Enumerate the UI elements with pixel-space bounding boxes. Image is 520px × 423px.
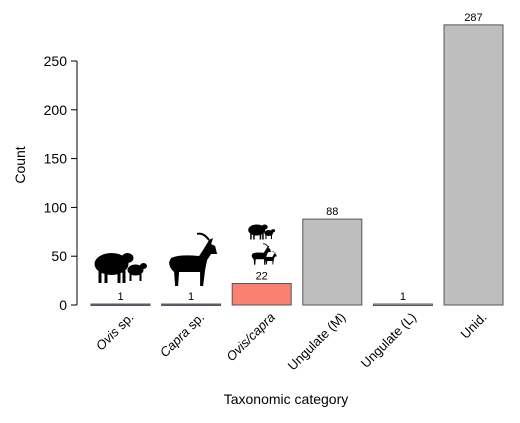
- y-tick-label: 50: [51, 248, 67, 264]
- data-label: 1: [188, 291, 194, 303]
- data-label: 22: [256, 271, 268, 283]
- y-axis-title: Count: [12, 146, 28, 183]
- bar: [90, 303, 151, 307]
- bar: [372, 303, 433, 307]
- bar: [231, 283, 292, 306]
- y-tick-label: 200: [44, 102, 68, 118]
- labels-group: 1 Ovis sp. 1 Capra sp. 22 Ovis/capra 88 Ungulat…: [93, 12, 490, 373]
- bar: [443, 24, 504, 306]
- x-tick-label: Capra sp.: [157, 310, 207, 360]
- data-label: 1: [117, 291, 123, 303]
- bar: [302, 218, 363, 306]
- goat-icon: [168, 232, 219, 287]
- y-tick-label: 100: [44, 199, 68, 215]
- x-tick-label: Ungulate (L): [358, 310, 419, 371]
- data-label: 88: [326, 206, 338, 218]
- y-tick-label: 0: [59, 297, 67, 313]
- x-axis-title: Taxonomic category: [224, 391, 349, 407]
- sheep-with-lamb-icon: [94, 253, 147, 283]
- data-label: 287: [464, 12, 482, 24]
- goat-with-kid-icon: [251, 243, 277, 266]
- x-tick-label: Ovis sp.: [93, 310, 137, 354]
- sheep-with-lamb-icon: [248, 224, 276, 240]
- x-tick-label: Ungulate (M): [285, 310, 349, 374]
- y-tick-label: 150: [44, 151, 68, 167]
- bars-group: [90, 24, 504, 307]
- data-label: 1: [400, 291, 406, 303]
- bar: [161, 303, 222, 307]
- x-tick-label: Unid.: [458, 310, 490, 342]
- icons-group: [94, 224, 277, 287]
- axes-group: 0 50 100 150 200 250: [44, 53, 78, 313]
- y-tick-label: 250: [44, 53, 68, 69]
- x-tick-label: Ovis/capra: [223, 310, 278, 365]
